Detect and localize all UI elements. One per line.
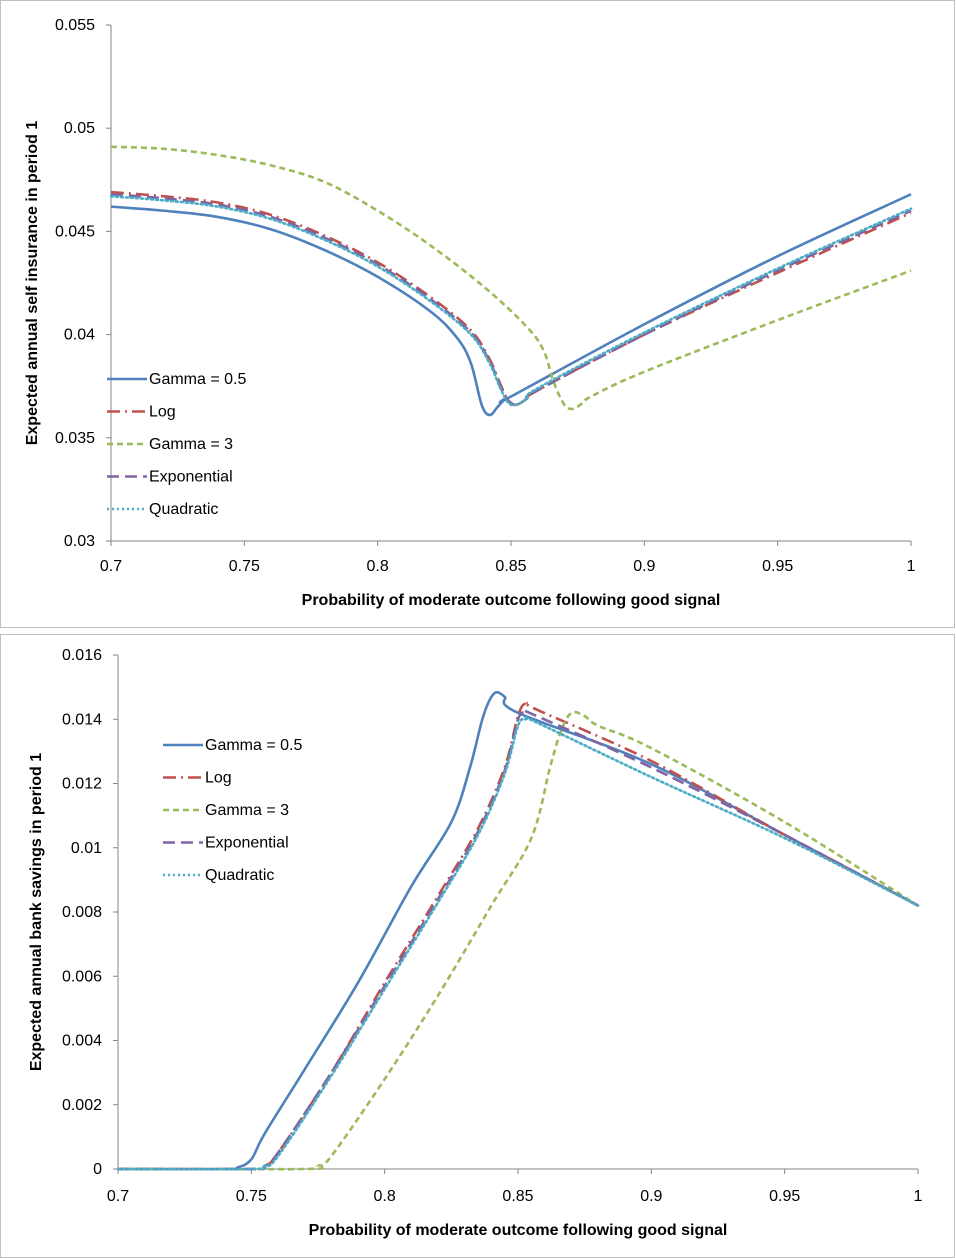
series-line-log [117,700,919,1171]
legend-label: Gamma = 3 [149,436,233,453]
series-line-exponential [117,709,919,1171]
y-tick-label: 0.05 [64,120,95,137]
y-tick-label: 0.012 [62,776,102,793]
self-insurance-chart: 0.03 0.035 0.04 0.045 0.05 0.055 0.7 0.75 0.8 0.8… [24,17,916,609]
series-line-quadratic [109,195,913,407]
x-tick-label: 0.8 [374,1188,396,1205]
series-line-quadratic [116,715,920,1171]
series-line-exponential [110,192,912,407]
x-tick-label: 0.9 [633,558,655,575]
x-tick-label: 1 [914,1188,923,1205]
y-tick-label: 0.035 [55,430,95,447]
legend-label: Gamma = 0.5 [149,371,246,388]
legend-label: Exponential [205,835,289,852]
x-axis-title: Probability of moderate outcome followin… [309,1222,728,1239]
y-tick-label: 0.008 [62,904,102,921]
legend-label: Exponential [149,469,233,486]
y-tick-label: 0.01 [71,840,102,857]
x-tick-label: 0.8 [367,558,389,575]
x-tick-label: 0.75 [229,558,260,575]
series-line-gamma-3 [110,145,912,411]
x-tick-label: 0.85 [495,558,526,575]
y-tick-label: 0.002 [62,1097,102,1114]
chart-panel-bank-savings: 0 0.002 0.004 0.006 0.008 0.01 0.012 0.014 0.016… [0,634,955,1258]
x-tick-label: 0.75 [236,1188,267,1205]
y-tick-label: 0.016 [62,647,102,664]
legend-label: Log [149,404,176,421]
bank-savings-chart: 0 0.002 0.004 0.006 0.008 0.01 0.012 0.014 0.016… [28,647,923,1239]
y-tick-label: 0.004 [62,1033,102,1050]
y-axis-title: Expected annual bank savings in period 1 [28,753,45,1071]
x-axis-title: Probability of moderate outcome followin… [302,592,721,609]
y-tick-label: 0.014 [62,711,102,728]
y-tick-label: 0.045 [55,223,95,240]
series-line-gamma-3 [117,710,919,1171]
y-tick-label: 0 [93,1161,102,1178]
x-tick-label: 0.9 [640,1188,662,1205]
y-tick-label: 0.04 [64,327,95,344]
x-tick-label: 0.7 [100,558,122,575]
x-tick-label: 0.7 [107,1188,129,1205]
series-line-gamma-0-5 [117,690,919,1171]
legend-label: Gamma = 0.5 [205,737,302,754]
x-tick-label: 0.85 [502,1188,533,1205]
y-tick-label: 0.006 [62,968,102,985]
y-tick-label: 0.03 [64,533,95,550]
x-tick-label: 1 [907,558,916,575]
legend-label: Quadratic [205,867,274,884]
chart-panel-self-insurance: 0.03 0.035 0.04 0.045 0.05 0.055 0.7 0.75 0.8 0.8… [0,0,955,628]
y-tick-label: 0.055 [55,17,95,34]
legend-label: Quadratic [149,501,218,518]
x-tick-label: 0.95 [769,1188,800,1205]
legend-label: Gamma = 3 [205,802,289,819]
legend-label: Log [205,770,232,787]
series-line-gamma-0-5 [110,193,912,417]
y-axis-title: Expected annual self insurance in period… [24,121,41,446]
x-tick-label: 0.95 [762,558,793,575]
